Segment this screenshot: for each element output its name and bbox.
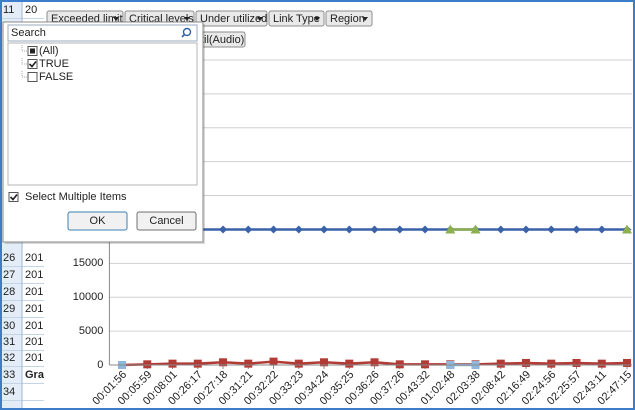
- search-placeholder: Search: [11, 27, 46, 39]
- dialog-button-label: Cancel: [149, 215, 183, 227]
- row-number: 27: [3, 269, 15, 281]
- item-label: FALSE: [39, 71, 73, 83]
- data-point: [193, 359, 202, 368]
- item-label: (All): [39, 45, 59, 57]
- row-number: 31: [3, 336, 15, 348]
- data-point: [219, 358, 228, 367]
- row-number: 29: [3, 303, 15, 315]
- cell: 201: [25, 269, 43, 281]
- y-tick-label: 0: [97, 359, 103, 371]
- data-point: [470, 224, 481, 234]
- data-point: [269, 357, 278, 366]
- data-point: [370, 225, 379, 234]
- tree-line: [21, 71, 28, 78]
- dialog-button[interactable]: [136, 211, 197, 231]
- filter-button[interactable]: [268, 10, 325, 27]
- data-point: [370, 358, 379, 367]
- cell: 201: [25, 286, 43, 298]
- dialog-button-label: OK: [90, 215, 107, 227]
- dropdown-arrow: [184, 17, 190, 21]
- data-point: [269, 225, 278, 234]
- dropdown-arrow: [314, 17, 320, 21]
- checkbox[interactable]: [27, 59, 38, 69]
- dropdown-arrow: [113, 17, 119, 21]
- filter-label: Util(Audio): [193, 34, 244, 46]
- data-point: [572, 225, 581, 234]
- checkbox-mixed: [30, 48, 35, 54]
- data-point: [622, 224, 633, 234]
- data-point: [547, 359, 556, 368]
- data-point: [597, 225, 606, 234]
- checkbox[interactable]: [8, 192, 19, 202]
- row-number: 11: [3, 4, 14, 16]
- dropdown-arrow: [362, 17, 368, 21]
- filter-label: Link Type: [273, 13, 320, 25]
- data-point: [244, 225, 253, 234]
- cell: Gra: [25, 369, 45, 381]
- checkbox-check: [28, 61, 37, 68]
- cell: 201: [25, 352, 43, 364]
- filter-button[interactable]: [325, 10, 373, 27]
- checkbox-check: [9, 194, 18, 201]
- dialog-button[interactable]: [67, 211, 128, 231]
- search-icon: [182, 27, 192, 37]
- cell: 201: [25, 303, 43, 315]
- checkbox[interactable]: [27, 72, 38, 82]
- row-number: 30: [3, 320, 15, 332]
- row-number: 26: [3, 252, 15, 264]
- row-number: 32: [3, 352, 15, 364]
- cell: 201: [25, 320, 43, 332]
- data-point: [345, 225, 354, 234]
- cell: 20: [25, 4, 37, 16]
- data-point: [395, 225, 404, 234]
- data-point: [143, 360, 152, 369]
- data-point: [320, 225, 329, 234]
- cell: 201: [25, 336, 43, 348]
- y-tick-label: 5000: [79, 325, 103, 337]
- item-label: TRUE: [39, 58, 69, 70]
- multi-select-label: Select Multiple Items: [25, 191, 127, 203]
- data-point: [294, 359, 303, 368]
- search-icon: [181, 33, 186, 38]
- data-point: [496, 225, 505, 234]
- data-point: [522, 225, 531, 234]
- data-point: [597, 359, 606, 368]
- data-point: [547, 225, 556, 234]
- data-point: [244, 359, 253, 368]
- dropdown-arrow: [257, 17, 263, 21]
- data-point: [496, 359, 505, 368]
- tree-line: [21, 58, 28, 65]
- data-point: [168, 359, 177, 368]
- y-tick-label: 10000: [73, 291, 104, 303]
- filter-label: Region: [330, 13, 365, 25]
- filter-label: Under utilized: [200, 13, 267, 25]
- data-point: [345, 359, 354, 368]
- data-point: [623, 358, 632, 367]
- filter-button[interactable]: [195, 10, 268, 27]
- row-number: 34: [3, 386, 15, 398]
- tree-line: [21, 45, 28, 52]
- item-list: [7, 42, 198, 186]
- row-number: 28: [3, 286, 15, 298]
- data-point: [395, 360, 404, 369]
- data-point: [572, 358, 581, 367]
- data-point: [320, 358, 329, 367]
- data-point: [421, 360, 430, 369]
- row-number: 33: [3, 369, 15, 381]
- cell: 201: [25, 252, 43, 264]
- y-tick-label: 15000: [73, 257, 104, 269]
- data-point: [294, 225, 303, 234]
- data-point: [421, 225, 430, 234]
- data-point: [522, 358, 531, 367]
- data-point: [219, 225, 228, 234]
- data-point: [445, 224, 456, 234]
- search-box[interactable]: [7, 24, 198, 42]
